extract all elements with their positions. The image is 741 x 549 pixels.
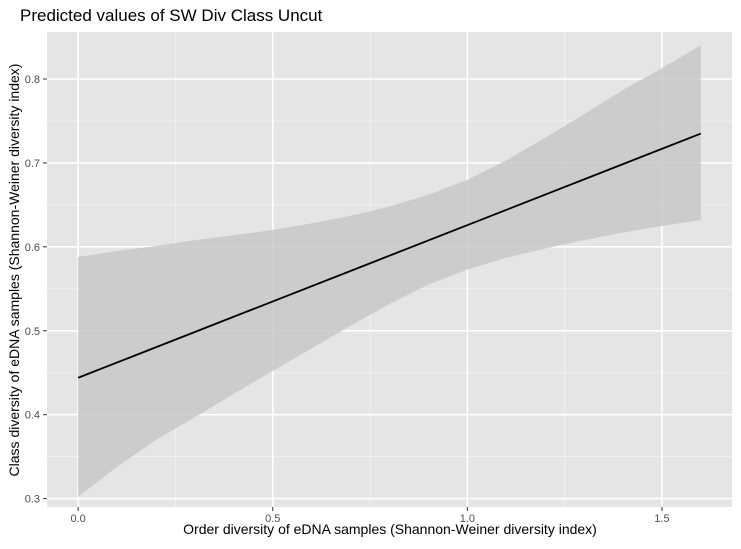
prediction-line bbox=[77, 132, 702, 379]
y-axis-label: Class diversity of eDNA samples (Shannon… bbox=[6, 64, 22, 477]
x-axis-label: Order diversity of eDNA samples (Shannon… bbox=[183, 521, 597, 537]
x-tick-label: 1.5 bbox=[654, 513, 669, 525]
x-tick-label: 0.5 bbox=[265, 513, 280, 525]
prediction-line-layer bbox=[77, 132, 702, 379]
chart-title: Predicted values of SW Div Class Uncut bbox=[20, 6, 323, 25]
y-tick-label: 0.4 bbox=[25, 410, 40, 422]
y-tick-label: 0.3 bbox=[25, 494, 40, 506]
y-tick-label: 0.7 bbox=[25, 158, 40, 170]
x-tick-label: 1.0 bbox=[460, 513, 475, 525]
x-tick-label: 0.0 bbox=[70, 513, 85, 525]
y-tick-label: 0.6 bbox=[25, 242, 40, 254]
y-tick-label: 0.8 bbox=[25, 74, 40, 86]
confidence-band-layer bbox=[78, 45, 701, 497]
y-axis: 0.3 0.4 0.5 0.6 0.7 0.8 bbox=[25, 74, 47, 506]
x-axis: 0.0 0.5 1.0 1.5 bbox=[70, 507, 670, 525]
confidence-band bbox=[78, 45, 701, 497]
y-tick-label: 0.5 bbox=[25, 326, 40, 338]
